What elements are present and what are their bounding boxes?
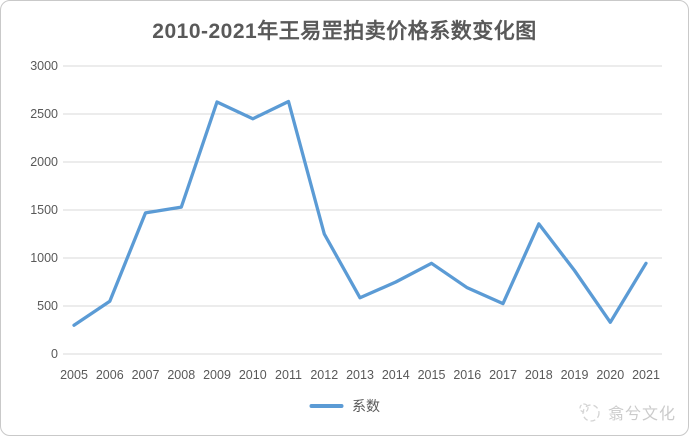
x-tick-label: 2005 [60, 368, 88, 382]
x-tick-label: 2016 [453, 368, 481, 382]
y-tick-label: 1500 [30, 203, 58, 217]
legend-label: 系数 [352, 398, 380, 414]
x-tick-label: 2006 [96, 368, 124, 382]
x-tick-label: 2021 [632, 368, 660, 382]
x-tick-label: 2017 [489, 368, 517, 382]
x-tick-label: 2010 [239, 368, 267, 382]
y-tick-label: 1000 [30, 251, 58, 265]
y-tick-label: 2000 [30, 155, 58, 169]
x-tick-label: 2014 [382, 368, 410, 382]
legend-line-marker [309, 404, 343, 408]
x-tick-label: 2019 [561, 368, 589, 382]
y-tick-label: 3000 [30, 59, 58, 73]
y-tick-label: 2500 [30, 107, 58, 121]
y-tick-label: 0 [51, 347, 58, 361]
x-tick-label: 2018 [525, 368, 553, 382]
watermark-text: 翕兮文化 [607, 406, 676, 423]
y-tick-label: 500 [37, 299, 58, 313]
x-tick-label: 2009 [203, 368, 231, 382]
legend: 系数 [309, 396, 380, 416]
x-tick-label: 2008 [167, 368, 195, 382]
chart-title: 2010-2021年王易罡拍卖价格系数变化图 [152, 20, 537, 43]
x-tick-label: 2015 [418, 368, 446, 382]
x-tick-label: 2011 [275, 368, 302, 382]
x-tick-label: 2013 [346, 368, 374, 382]
watermark-logo-icon [579, 403, 600, 422]
series-line [72, 99, 648, 327]
x-tick-label: 2020 [596, 368, 624, 382]
x-tick-label: 2012 [310, 368, 338, 382]
watermark: 翕兮文化 [577, 400, 676, 424]
x-tick-label: 2007 [132, 368, 160, 382]
